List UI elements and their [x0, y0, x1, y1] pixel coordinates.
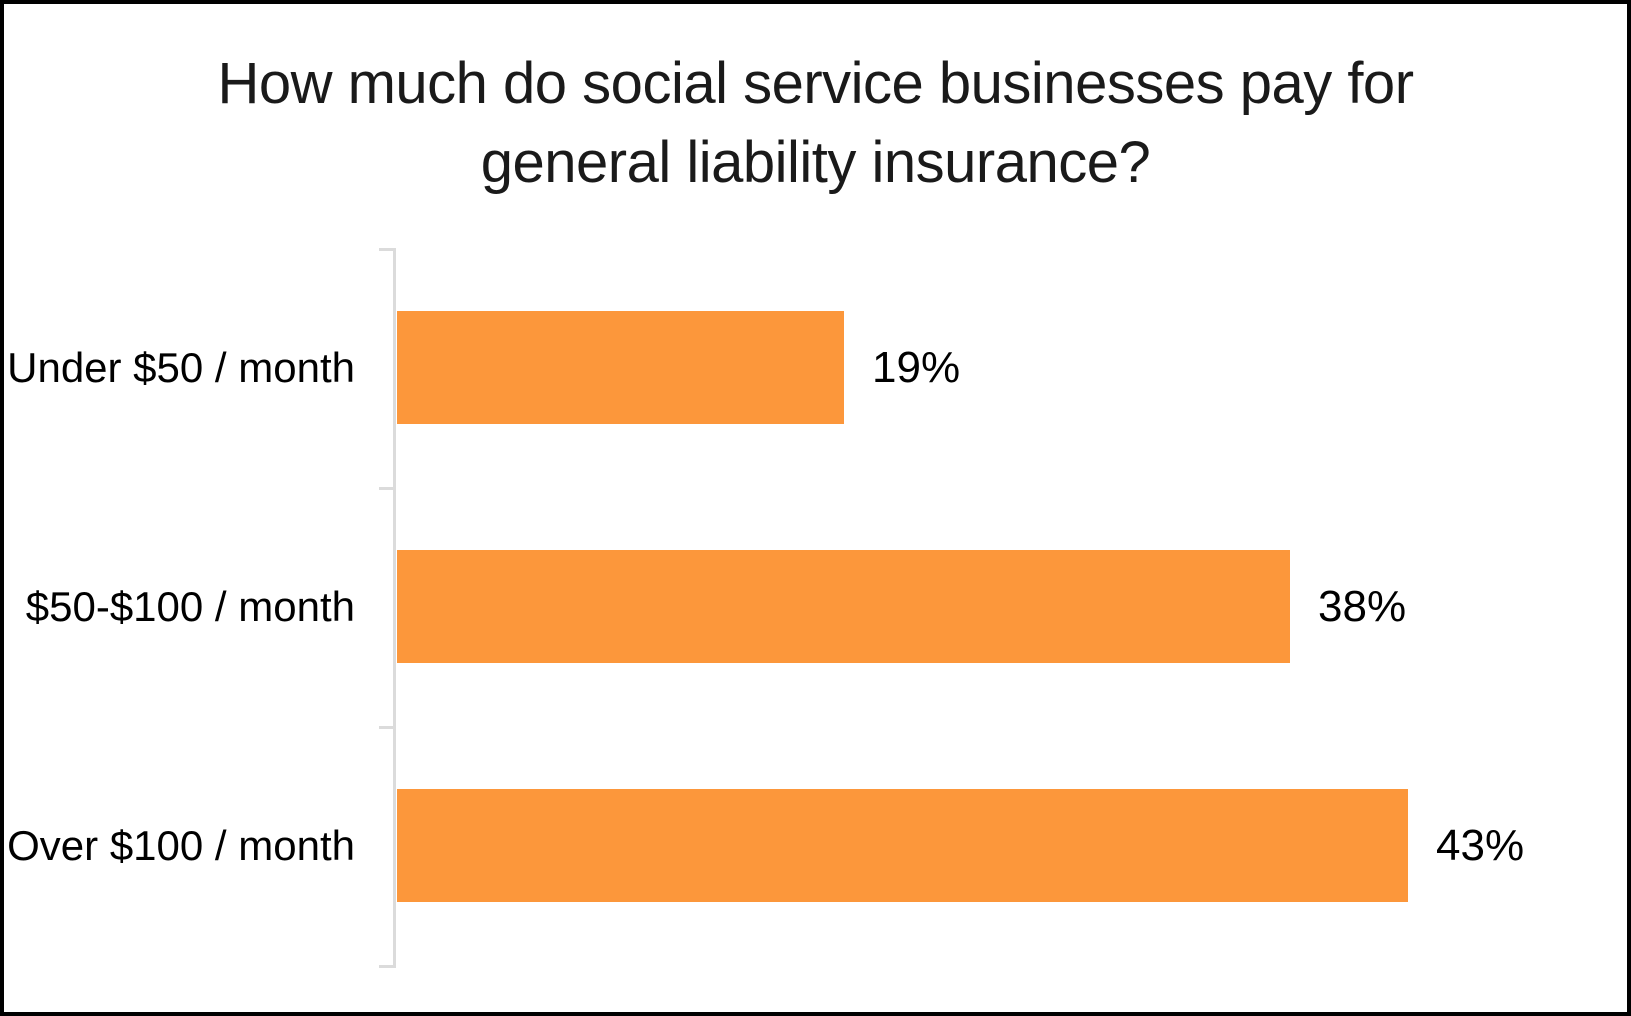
bar: [397, 789, 1408, 902]
bar: [397, 311, 844, 424]
chart-title-line-1: How much do social service businesses pa…: [217, 51, 1414, 116]
plot-area: Under $50 / month 19% $50-$100 / month 3…: [4, 4, 1627, 1012]
bar: [397, 550, 1290, 663]
bar-row: Under $50 / month 19%: [4, 248, 1627, 487]
axis-tick: [379, 965, 393, 968]
axis-tick: [379, 248, 393, 251]
y-axis-line: [393, 248, 396, 968]
value-label: 43%: [1436, 820, 1525, 870]
bar-row: $50-$100 / month 38%: [4, 487, 1627, 726]
category-label: Under $50 / month: [7, 343, 355, 391]
chart-title-line-2: general liability insurance?: [480, 130, 1151, 195]
value-label: 38%: [1318, 581, 1407, 631]
axis-tick: [379, 487, 393, 490]
value-label: 19%: [872, 342, 961, 392]
axis-tick: [379, 726, 393, 729]
bar-row: Over $100 / month 43%: [4, 726, 1627, 965]
chart-title: How much do social service businesses pa…: [4, 44, 1627, 202]
category-label: Over $100 / month: [7, 821, 355, 869]
category-label: $50-$100 / month: [25, 582, 355, 630]
